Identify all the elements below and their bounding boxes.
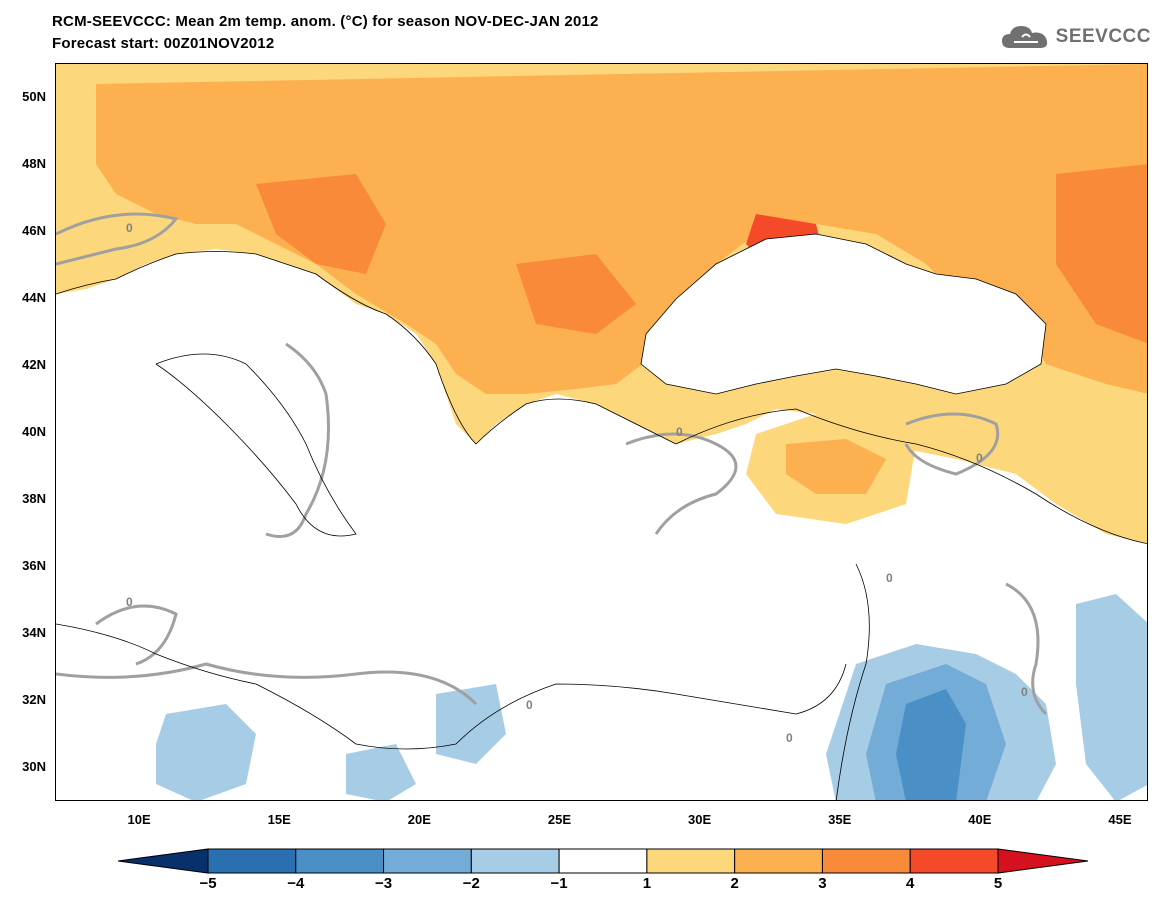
colorbar-level-label: −5 xyxy=(199,875,217,892)
colorbar-level-label: −3 xyxy=(374,875,393,892)
latitude-label: 30N xyxy=(22,759,46,775)
contour-label: 0 xyxy=(1021,685,1028,699)
coastline xyxy=(56,623,847,750)
contour-label: 0 xyxy=(976,451,983,465)
warm-level-3-patch xyxy=(256,174,386,274)
cloud-logo-icon xyxy=(1001,26,1047,48)
zero-contour-line xyxy=(265,342,330,538)
colorbar-max-arrow xyxy=(997,848,1088,874)
map-title: RCM-SEEVCCC: Mean 2m temp. anom. (°C) fo… xyxy=(52,13,599,30)
contour-label: 0 xyxy=(526,698,533,712)
latitude-label: 36N xyxy=(22,558,46,574)
warm-level-3-patch xyxy=(516,254,636,334)
cool-anomaly-patch xyxy=(436,684,506,764)
seevccc-logo: SEEVCCC xyxy=(1000,22,1151,52)
warm-level-3-patch xyxy=(1056,164,1147,344)
longitude-label: 40E xyxy=(968,812,992,827)
colorbar-level-label: 3 xyxy=(818,875,827,892)
longitude-label: 10E xyxy=(127,812,151,827)
zero-contour-line xyxy=(95,604,178,666)
colorbar-segment xyxy=(470,848,560,874)
colorbar-level-label: 5 xyxy=(993,875,1003,892)
longitude-label: 30E xyxy=(688,812,712,827)
latitude-label: 38N xyxy=(22,491,46,507)
coastline xyxy=(835,563,870,800)
longitude-label: 45E xyxy=(1108,812,1132,827)
zero-contour-line xyxy=(625,432,738,535)
contour-label: 0 xyxy=(676,425,683,439)
colorbar-segment xyxy=(646,848,736,874)
colorbar-level-label: 4 xyxy=(906,875,915,892)
contour-label: 0 xyxy=(886,571,893,585)
coastline xyxy=(155,353,357,537)
colorbar-level-label: 2 xyxy=(730,875,739,892)
latitude-label: 50N xyxy=(22,88,46,104)
longitude-label: 25E xyxy=(547,812,572,827)
cool-anomaly-patch xyxy=(346,744,416,800)
colorbar-segment xyxy=(207,848,297,874)
colorbar-level-label: −1 xyxy=(550,875,568,892)
longitude-label: 15E xyxy=(267,812,291,827)
anatolia-warm-patch xyxy=(786,439,886,494)
longitude-label: 35E xyxy=(828,812,852,827)
colorbar-segment xyxy=(383,848,472,874)
zero-contour-line xyxy=(56,212,179,266)
zero-contour-line xyxy=(1005,582,1048,716)
colorbar-segment xyxy=(295,848,385,874)
zero-contour-line xyxy=(56,662,478,706)
colorbar xyxy=(118,848,1088,874)
latitude-label: 44N xyxy=(22,289,46,305)
coastline xyxy=(56,251,677,445)
latitude-label: 32N xyxy=(22,692,46,708)
colorbar-min-arrow xyxy=(118,848,209,874)
contour-label: 0 xyxy=(786,731,793,745)
longitude-label: 20E xyxy=(407,812,431,827)
latitude-label: 40N xyxy=(22,424,46,439)
colorbar-segment xyxy=(558,848,648,874)
colorbar-segment xyxy=(909,848,999,874)
forecast-start: Forecast start: 00Z01NOV2012 xyxy=(52,35,275,52)
map-canvas: 0 0 0 0 0 0 0 0 xyxy=(56,64,1147,800)
colorbar-segment xyxy=(821,848,911,874)
zero-contour-line xyxy=(904,412,999,476)
warm-level-2-region xyxy=(96,64,1147,394)
temperature-anomaly-map: 0 0 0 0 0 0 0 0 xyxy=(55,63,1148,801)
latitude-label: 42N xyxy=(22,356,46,372)
colorbar-level-label: −4 xyxy=(287,875,305,892)
contour-label: 0 xyxy=(126,221,133,235)
colorbar-level-label: 1 xyxy=(642,875,652,892)
coastline xyxy=(675,408,1147,544)
cool-anomaly-patch xyxy=(156,704,256,800)
latitude-label: 46N xyxy=(22,222,46,238)
contour-label: 0 xyxy=(126,595,133,609)
mediterranean-sea xyxy=(56,354,876,754)
cool-anomaly-patch xyxy=(1076,594,1147,800)
latitude-label: 34N xyxy=(22,625,46,641)
black-sea xyxy=(640,233,1047,395)
latitude-label: 48N xyxy=(22,155,46,171)
cool-level-3-region xyxy=(896,689,966,800)
colorbar-segment xyxy=(734,848,823,874)
colorbar-level-label: −2 xyxy=(462,875,480,892)
logo-text: SEEVCCC xyxy=(1055,26,1151,47)
